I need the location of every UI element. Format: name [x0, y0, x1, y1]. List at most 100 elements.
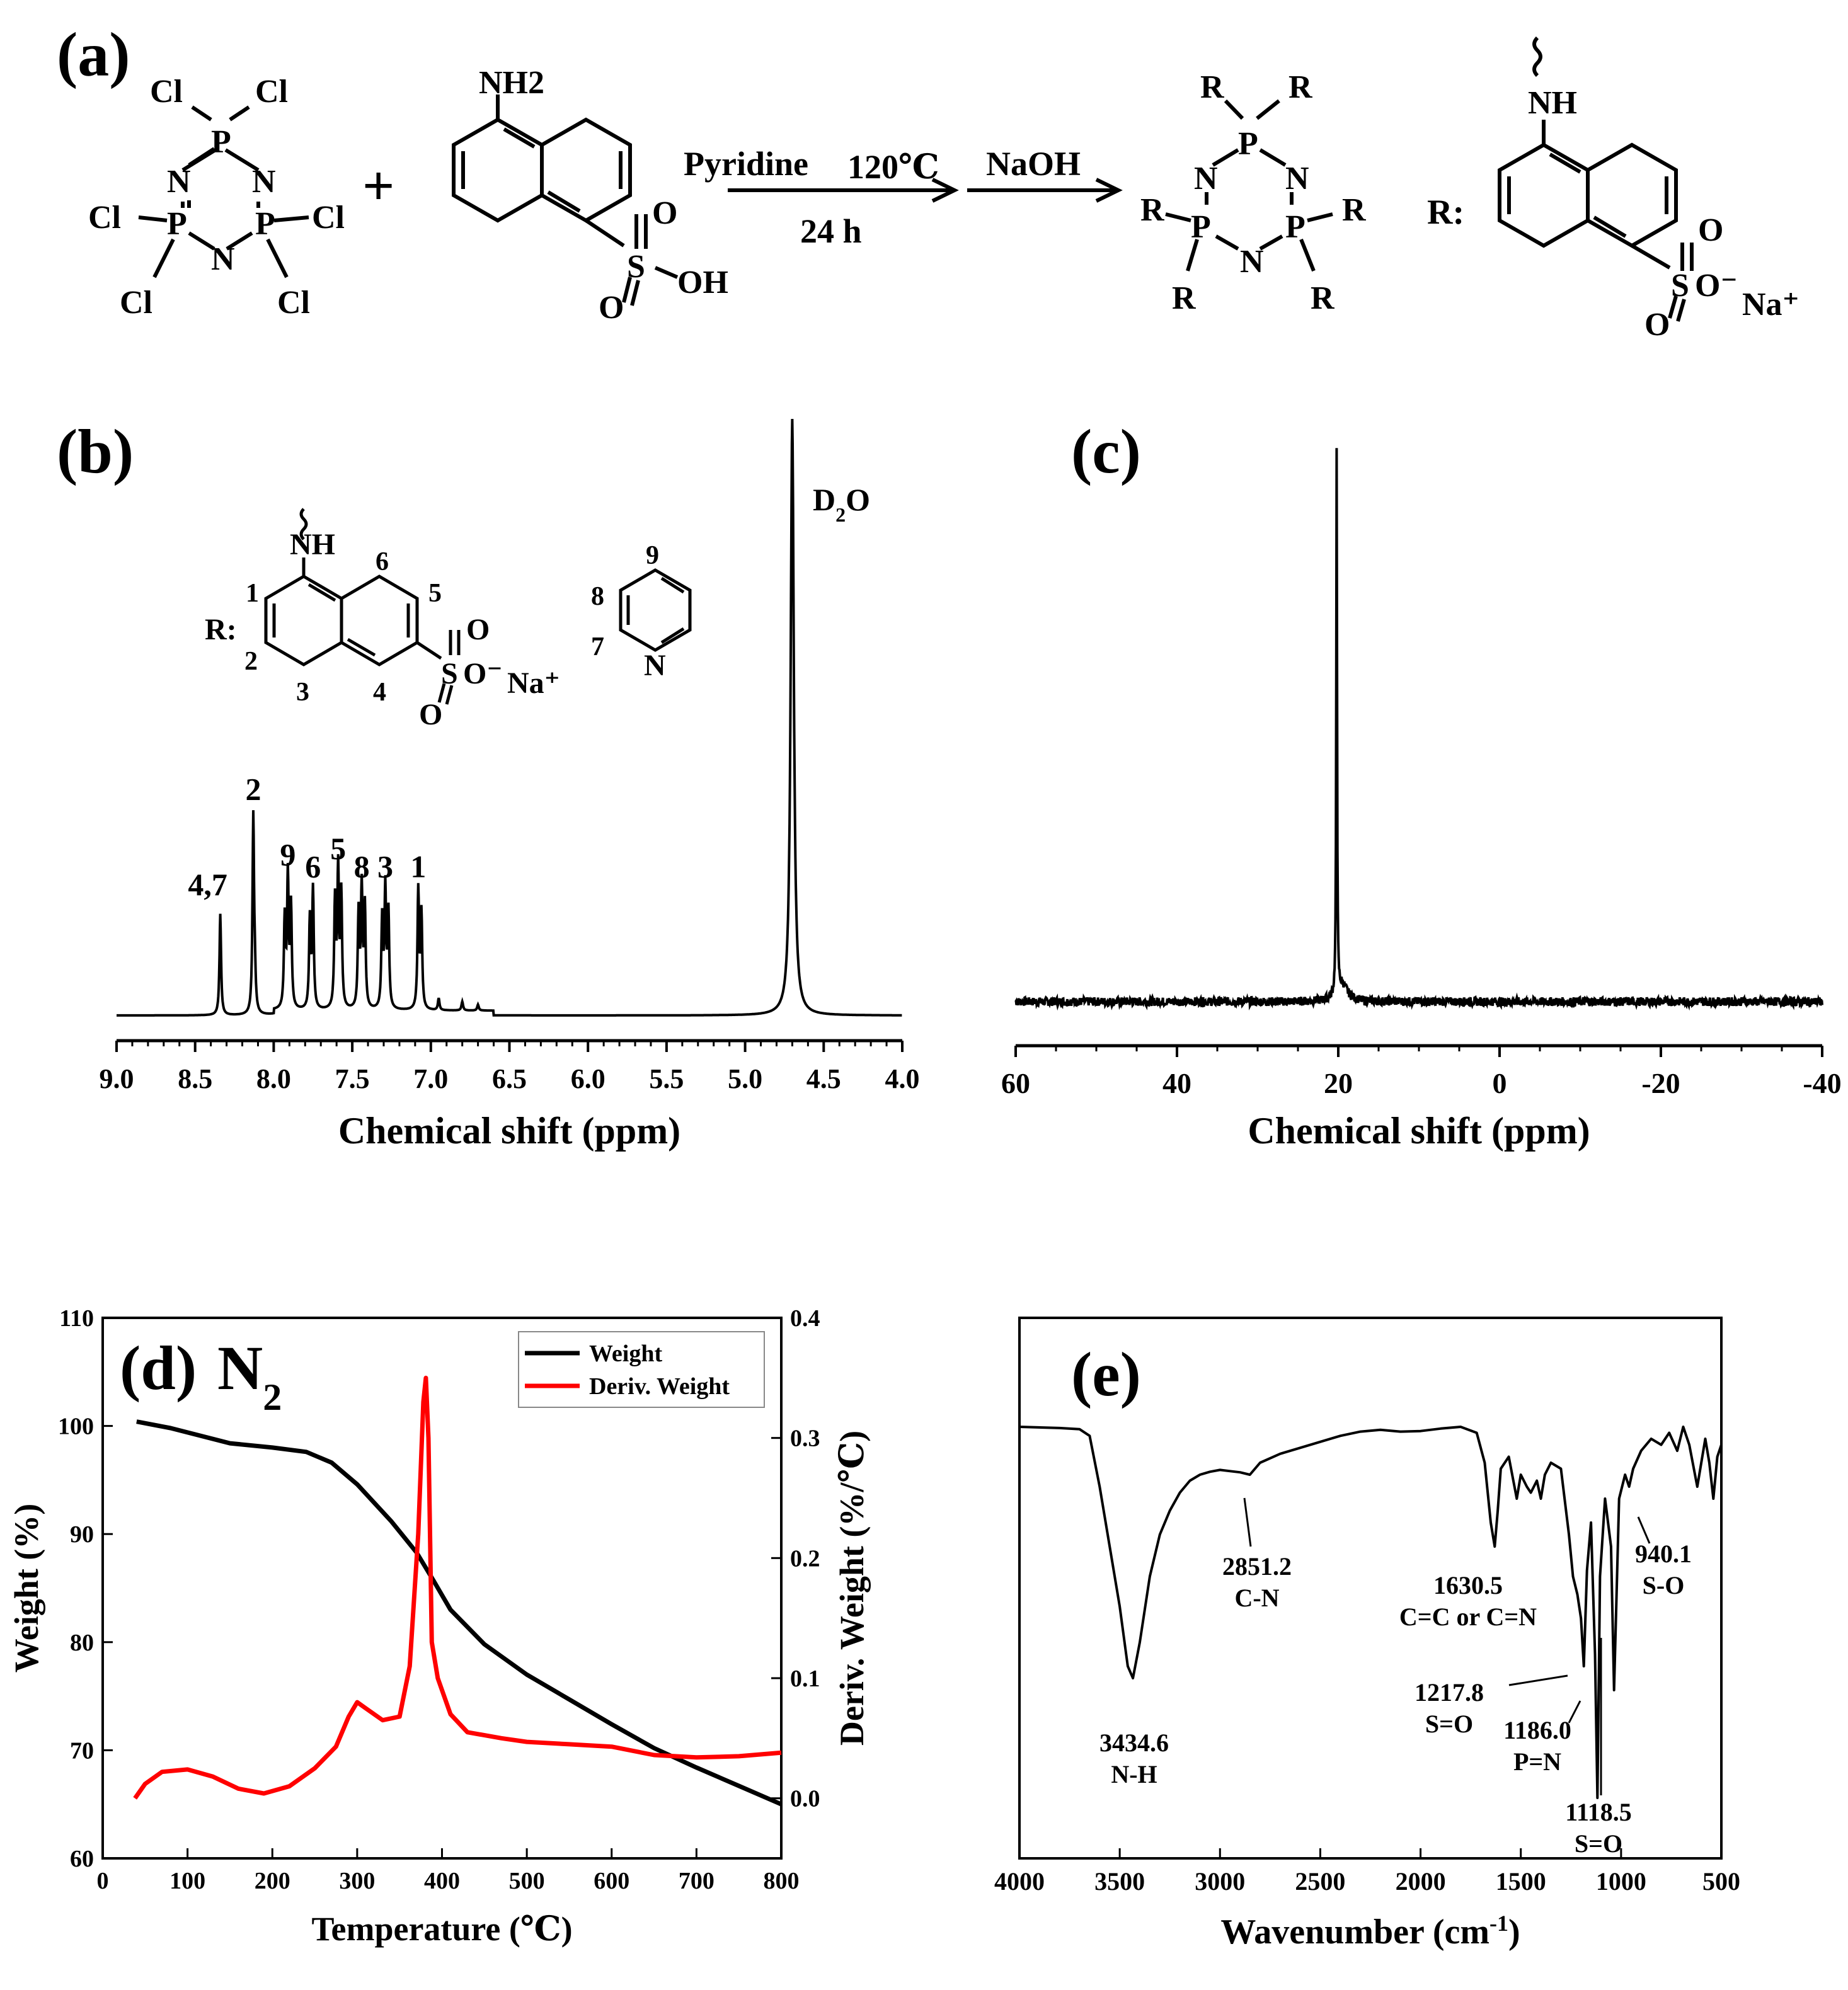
nmr-O-top: O	[466, 613, 490, 646]
chart-b-solvent-label: D2O	[813, 482, 870, 526]
reactant-1-Cl-4: Cl	[312, 200, 345, 236]
chart-e-annotation-assignment: S=O	[1575, 1829, 1622, 1858]
product-R-4: R	[1342, 192, 1367, 228]
reactant-1-Cl-1: Cl	[150, 74, 183, 110]
chart-e-annotation-arrow	[1243, 1497, 1252, 1547]
nmr-position-3: 3	[296, 678, 309, 707]
chart-b-spectrum-line	[117, 418, 902, 1017]
panel-a: (a) P P P N N N Cl Cl Cl Cl Cl Cl +	[57, 20, 1799, 343]
nmr-position-1: 1	[246, 579, 259, 608]
panel-label-d: (d)	[120, 1333, 197, 1403]
nmr-O-minus: O⁻	[463, 657, 503, 690]
chart-e: 4000 3500 3000 2500 2000 1500 1000 500 Wavenumbe…	[994, 1317, 1740, 1952]
nmr-N-pyridine: N	[644, 649, 666, 682]
chart-d-y-tick-label: 110	[59, 1305, 94, 1332]
nmr-position-2: 2	[244, 647, 258, 676]
chart-e-plot-frame	[1018, 1317, 1723, 1860]
condition-time: 24 h	[800, 212, 862, 250]
chart-e-x-axis-label: Wavenumber (cm-1)	[1220, 1911, 1520, 1952]
chart-d-y2-tick-label: 0.0	[790, 1786, 820, 1812]
nmr-position-9: 9	[646, 541, 659, 570]
chart-b-x-tick-label: 6.5	[492, 1063, 527, 1094]
nmr-position-8: 8	[591, 582, 604, 611]
chart-e-annotation-wavenumber: 1186.0	[1503, 1716, 1571, 1744]
chart-e-annotation-assignment: S-O	[1643, 1571, 1685, 1599]
chart-c-x-axis-label: Chemical shift (ppm)	[1248, 1110, 1590, 1152]
chart-d-y2-tick-label: 0.2	[790, 1545, 820, 1572]
chart-c-spectrum-line	[1014, 448, 1823, 1011]
reactant-1-Cl-2: Cl	[255, 74, 288, 110]
chart-d-x-tick-label: 800	[764, 1868, 800, 1894]
condition-solvent: Pyridine	[684, 145, 808, 183]
chart-b-peak-label: 2	[245, 771, 261, 806]
chart-d-x-tick-label: 0	[97, 1868, 109, 1894]
reactant-1-N-right: N	[252, 164, 276, 200]
r-group-O-top: O	[1698, 212, 1723, 248]
panel-b: (b) R: NH S O O O⁻ Na⁺ N 1 2 3 4 5 6 7	[57, 416, 920, 1152]
reactant-1-Cl-3: Cl	[88, 200, 121, 236]
chart-d-y-tick-label: 90	[70, 1521, 94, 1548]
reactant-2-O-bottom: O	[599, 290, 624, 326]
chart-e-annotation-arrow	[1568, 1700, 1581, 1724]
reactant-2-S: S	[627, 249, 645, 285]
product-R-5: R	[1172, 280, 1197, 316]
chart-c: 60 40 20 0 -20 -40 Chemical shift (ppm)	[1001, 448, 1842, 1152]
nmr-position-5: 5	[428, 579, 442, 608]
chart-b-x-axis-label: Chemical shift (ppm)	[338, 1110, 680, 1152]
chart-b-x-tick-label: 8.5	[178, 1063, 212, 1094]
product-N-right: N	[1285, 161, 1309, 197]
chart-d-series-deriv-weight	[133, 1375, 782, 1800]
r-group-structure	[1498, 36, 1694, 322]
chart-d: 0 100 200 300 400 500 600 700 800 60 70 80 90 100 110 0…	[8, 1305, 871, 1948]
chart-e-spectrum-line	[1019, 1426, 1723, 1799]
product-N-bottom: N	[1240, 244, 1264, 280]
chart-d-legend-box	[518, 1331, 765, 1408]
chart-d-y2-tick-label: 0.4	[790, 1305, 820, 1332]
condition-temperature: 120℃	[847, 148, 939, 186]
chart-e-x-tick-label: 500	[1702, 1867, 1740, 1896]
reactant-1-structure	[138, 105, 309, 278]
chart-e-x-tick-label: 4000	[994, 1867, 1045, 1896]
chart-d-legend: Weight Deriv. Weight	[518, 1331, 765, 1408]
chart-d-x-tick-label: 100	[169, 1868, 205, 1894]
chart-e-x-tick-label: 2500	[1295, 1867, 1345, 1896]
panel-label-e: (e)	[1071, 1339, 1141, 1409]
chart-e-x-tick-label: 3500	[1094, 1867, 1145, 1896]
chart-e-annotation-wavenumber: 1630.5	[1433, 1571, 1503, 1599]
r-group-label: R:	[1427, 193, 1464, 232]
r-group-Na-plus: Na⁺	[1742, 287, 1799, 323]
chart-e-annotation-assignment: C-N	[1234, 1584, 1279, 1612]
reactant-2-structure	[452, 94, 679, 306]
chart-b-x-tick-label: 7.0	[413, 1063, 448, 1094]
panel-e: 4000 3500 3000 2500 2000 1500 1000 500 Wavenumbe…	[994, 1317, 1740, 1952]
chart-e-x-tick-label: 1000	[1596, 1867, 1646, 1896]
chart-b-x-tick-label: 8.0	[256, 1063, 291, 1094]
chart-e-annotation-wavenumber: 3434.6	[1099, 1729, 1169, 1757]
chart-c-x-tick-label: 0	[1493, 1067, 1507, 1099]
chart-b-x-tick-label: 5.5	[649, 1063, 684, 1094]
chart-e-annotation-wavenumber: 1118.5	[1565, 1798, 1632, 1826]
chart-b-peak-label: 8	[354, 849, 370, 884]
chart-e-annotation-wavenumber: 940.1	[1635, 1540, 1692, 1568]
chart-d-y-axis-label: Weight (%)	[8, 1504, 45, 1673]
chart-c-x-tick-label: 60	[1001, 1067, 1030, 1099]
nmr-S: S	[441, 657, 458, 690]
chart-d-x-tick-label: 600	[594, 1868, 629, 1894]
chart-e-annotation-wavenumber: 2851.2	[1222, 1552, 1292, 1581]
chart-e-annotation-assignment: C=C or C=N	[1399, 1603, 1537, 1631]
nmr-Na-plus: Na⁺	[507, 666, 560, 700]
chart-e-x-tick-label: 3000	[1195, 1867, 1245, 1896]
chart-d-y-tick-label: 80	[70, 1630, 94, 1656]
chart-b-x-tick-label: 7.5	[335, 1063, 370, 1094]
panel-label-a: (a)	[57, 20, 130, 89]
product-N-left: N	[1194, 161, 1218, 197]
chart-e-annotation-wavenumber: 1217.8	[1415, 1678, 1484, 1707]
nmr-position-7: 7	[591, 632, 604, 661]
plus-sign: +	[362, 155, 394, 217]
chart-d-y-tick-label: 100	[58, 1414, 94, 1440]
nmr-NH: NH	[290, 528, 335, 561]
chart-d-y2-axis-label: Deriv. Weight (%/℃)	[833, 1431, 871, 1746]
chart-e-annotation-arrow	[1508, 1674, 1568, 1686]
chart-b-peak-label: 9	[280, 837, 296, 872]
panel-label-c: (c)	[1071, 416, 1141, 486]
